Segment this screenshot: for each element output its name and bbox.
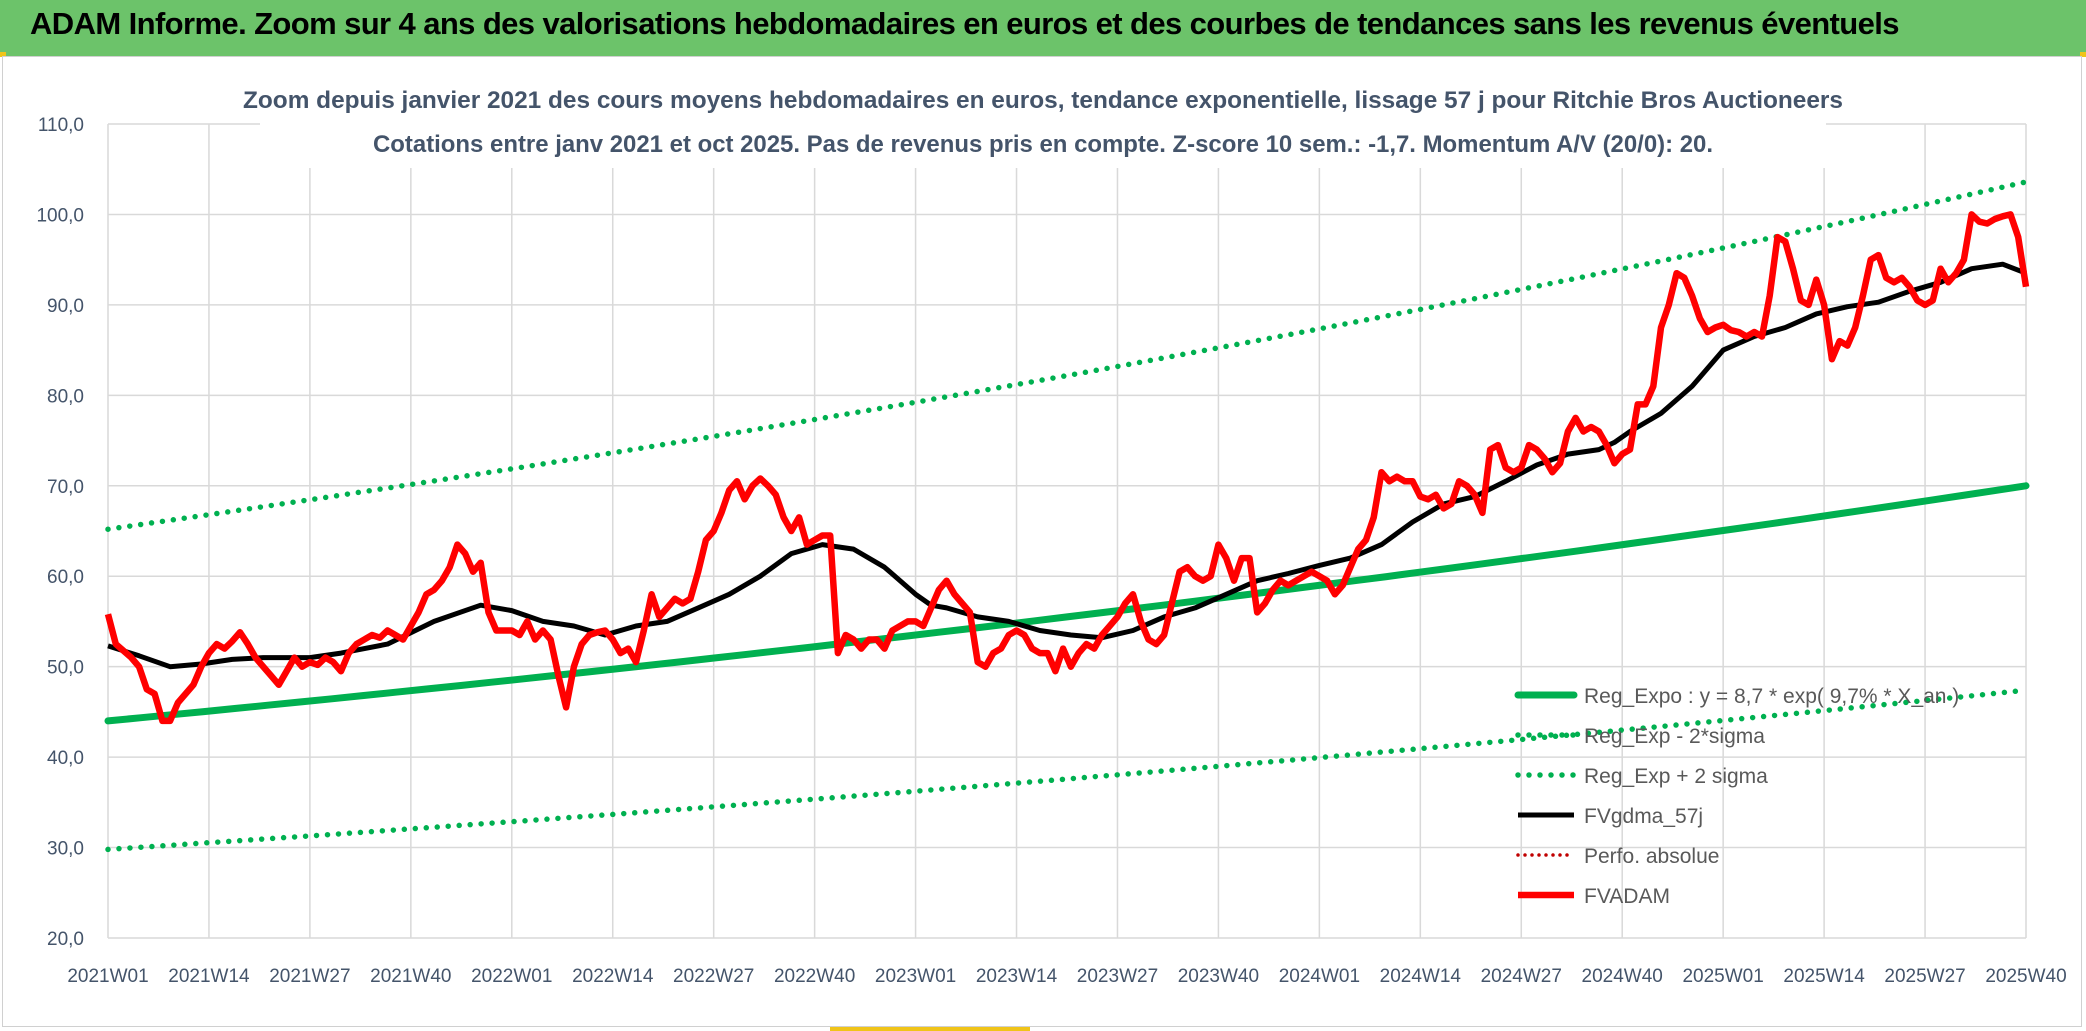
x-tick-label: 2022W14 [572, 966, 654, 987]
series-line-4 [104, 211, 2030, 725]
x-tick-label: 2024W01 [1279, 966, 1360, 987]
x-tick-label: 2025W40 [1985, 966, 2066, 987]
bottom-accent [830, 1027, 1030, 1031]
title-mask [260, 80, 1826, 168]
chart-frame [2, 56, 2082, 1027]
y-tick-label: 40,0 [47, 748, 84, 769]
report-title: ADAM Informe. Zoom sur 4 ans des valoris… [30, 6, 1900, 41]
corner-accent-right [2080, 52, 2086, 57]
series-line-1 [105, 687, 2029, 853]
x-tick-label: 2021W40 [370, 966, 451, 987]
x-tick-label: 2022W01 [471, 966, 552, 987]
corner-accent-left [0, 52, 6, 57]
y-tick-label: 70,0 [47, 477, 84, 498]
y-axis-ticks: 20,0 30,0 40,0 50,0 60,0 70,0 80,0 90,0 100,0 110… [36, 115, 84, 950]
series-line-3 [107, 261, 2027, 670]
chart-legend: Reg_Expo : y = 8,7 * exp( 9,7% * X_an ) R… [1514, 685, 1959, 908]
grid-lines [107, 80, 2027, 939]
legend-label: FVgdma_57j [1584, 805, 1703, 828]
x-tick-label: 2021W01 [67, 966, 148, 987]
x-tick-label: 2023W14 [976, 966, 1058, 987]
chart-series [104, 179, 2030, 853]
x-tick-label: 2024W14 [1380, 966, 1462, 987]
y-tick-label: 90,0 [47, 296, 84, 317]
title-banner: ADAM Informe. Zoom sur 4 ans des valoris… [0, 0, 2086, 56]
x-tick-label: 2021W14 [168, 966, 250, 987]
chart-title: Zoom depuis janvier 2021 des cours moyen… [243, 87, 1843, 114]
x-tick-label: 2024W40 [1582, 966, 1663, 987]
chart-subtitle: Cotations entre janv 2021 et oct 2025. P… [373, 131, 1713, 158]
legend-label: FVADAM [1584, 885, 1670, 908]
x-tick-label: 2025W27 [1884, 966, 1965, 987]
x-tick-label: 2022W40 [774, 966, 855, 987]
legend-label: Reg_Exp - 2*sigma [1584, 725, 1765, 748]
x-tick-label: 2023W40 [1178, 966, 1259, 987]
y-tick-label: 110,0 [38, 115, 84, 136]
y-tick-label: 20,0 [47, 929, 84, 950]
x-tick-label: 2022W27 [673, 966, 754, 987]
x-tick-label: 2023W27 [1077, 966, 1158, 987]
y-tick-label: 100,0 [36, 205, 84, 226]
x-tick-label: 2025W14 [1783, 966, 1865, 987]
x-tick-label: 2024W27 [1481, 966, 1562, 987]
legend-label: Reg_Expo : y = 8,7 * exp( 9,7% * X_an ) [1584, 685, 1959, 708]
y-tick-label: 60,0 [47, 567, 84, 588]
y-tick-label: 30,0 [47, 839, 84, 860]
y-tick-label: 80,0 [47, 386, 84, 407]
x-axis-ticks: 2021W01 2021W14 2021W27 2021W40 2022W01 2022W… [67, 966, 2066, 987]
series-line-2 [105, 179, 2029, 532]
legend-label: Reg_Exp + 2 sigma [1584, 765, 1768, 788]
x-tick-label: 2021W27 [269, 966, 350, 987]
legend-label: Perfo. absolue [1584, 845, 1719, 868]
y-tick-label: 50,0 [47, 658, 84, 679]
x-tick-label: 2025W01 [1682, 966, 1763, 987]
x-tick-label: 2023W01 [875, 966, 956, 987]
series-line-0 [104, 482, 2030, 725]
